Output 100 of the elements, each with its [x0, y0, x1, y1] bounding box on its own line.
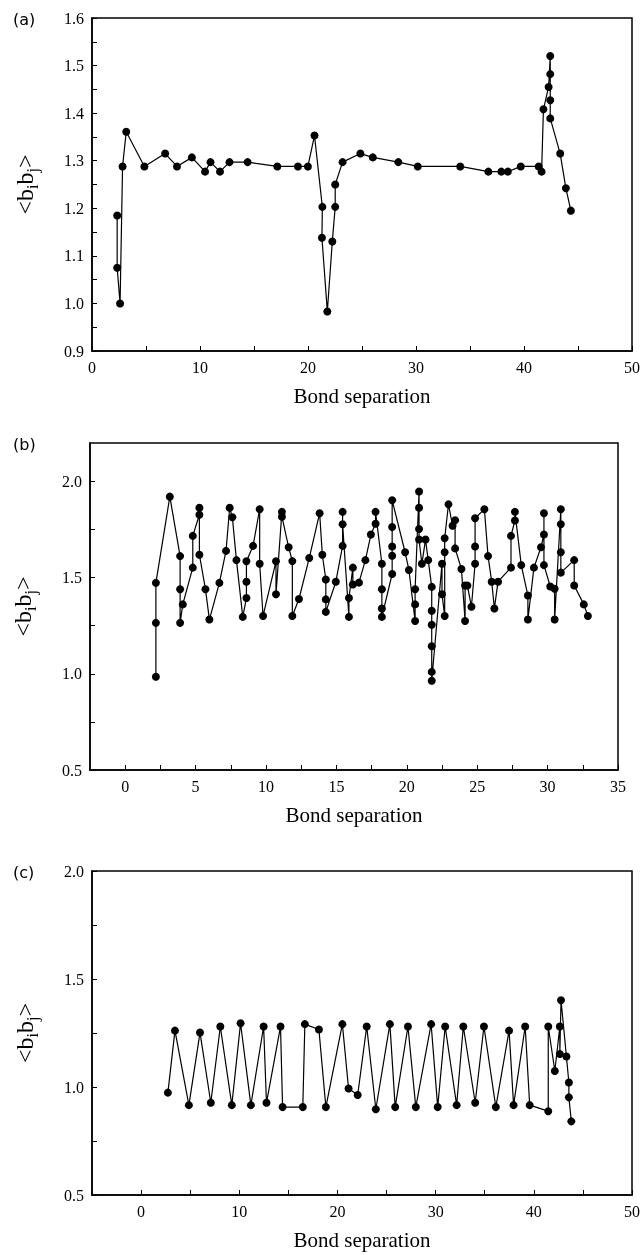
point: [427, 1020, 436, 1029]
y-tick-label: 1.3: [64, 152, 84, 170]
point: [368, 153, 377, 162]
point: [411, 1103, 420, 1112]
point: [262, 1098, 271, 1107]
chart-title: (b): [13, 434, 36, 454]
point: [140, 162, 149, 171]
x-tick-label: 40: [516, 358, 532, 376]
x-tick-label: 50: [624, 358, 640, 376]
y-axis-title: <bibj>: [10, 576, 40, 637]
point: [546, 70, 555, 79]
point: [567, 1117, 576, 1126]
x-axis-title: Bond separation: [293, 1227, 432, 1252]
y-tick-label: 1.5: [62, 569, 82, 587]
point: [216, 1022, 225, 1031]
point: [206, 1098, 215, 1107]
point: [561, 184, 570, 193]
point: [196, 1028, 204, 1037]
point: [544, 1022, 553, 1031]
point: [113, 263, 122, 272]
x-tick-label: 25: [469, 777, 486, 795]
point: [459, 1022, 468, 1031]
point: [318, 202, 327, 211]
y-axis-title: <bibj>: [12, 1003, 42, 1063]
point: [278, 1103, 287, 1112]
y-tick-label: 1.1: [64, 247, 84, 265]
y-tick-label: 0.9: [64, 342, 84, 360]
point: [537, 167, 546, 176]
point: [236, 1019, 245, 1028]
point: [118, 162, 127, 171]
point: [394, 158, 403, 167]
point: [555, 1049, 564, 1058]
y-tick-label: 2.0: [64, 862, 84, 880]
point: [539, 105, 548, 114]
point: [403, 1022, 412, 1031]
point: [187, 153, 196, 162]
point: [433, 1103, 442, 1112]
point: [566, 206, 575, 215]
x-tick-label: 40: [525, 1202, 542, 1220]
y-tick-label: 2.0: [62, 472, 82, 490]
point: [546, 52, 555, 61]
point: [503, 167, 512, 176]
y-tick-label: 0.5: [62, 761, 82, 779]
point: [201, 167, 210, 176]
point: [385, 1020, 394, 1029]
point: [484, 167, 493, 176]
x-tick-label: 35: [610, 777, 626, 795]
x-tick-label: 20: [300, 358, 316, 376]
x-tick-label: 20: [329, 1202, 346, 1220]
x-tick-label: 20: [398, 777, 415, 795]
point: [557, 996, 566, 1005]
point: [170, 1026, 179, 1035]
point: [564, 1093, 573, 1102]
point: [338, 158, 347, 167]
point: [441, 1022, 450, 1031]
point: [122, 127, 131, 136]
x-tick-label: 0: [88, 358, 96, 376]
point: [293, 162, 302, 171]
point: [471, 1098, 480, 1107]
point: [206, 158, 215, 167]
y-tick-label: 1.5: [64, 970, 84, 988]
point: [225, 158, 234, 167]
point: [215, 167, 224, 176]
point: [331, 202, 340, 211]
point: [298, 1103, 307, 1112]
point: [516, 162, 525, 171]
point: [323, 307, 332, 316]
point: [300, 1020, 309, 1029]
y-tick-label: 1.4: [64, 104, 84, 122]
point: [317, 233, 326, 242]
x-tick-label: 50: [624, 1202, 640, 1220]
point: [564, 1078, 573, 1087]
point: [491, 1103, 500, 1112]
point: [184, 1101, 193, 1110]
point: [276, 1022, 285, 1031]
chart-title: (a): [13, 9, 36, 29]
point: [556, 149, 565, 158]
point: [259, 1022, 268, 1031]
point: [456, 162, 465, 171]
point: [391, 1103, 400, 1112]
point: [173, 162, 181, 171]
point: [544, 1107, 553, 1116]
point: [371, 1105, 380, 1114]
x-tick-label: 30: [408, 358, 424, 376]
point: [227, 1101, 236, 1110]
point: [273, 162, 282, 171]
chart-title: (c): [13, 862, 35, 882]
point: [113, 211, 122, 220]
point: [550, 1067, 559, 1076]
x-tick-label: 15: [328, 777, 345, 795]
point: [310, 131, 319, 140]
x-axis-title: Bond separation: [293, 383, 432, 408]
point: [328, 237, 337, 246]
y-tick-label: 0.5: [64, 1186, 84, 1204]
point: [479, 1022, 488, 1031]
x-tick-label: 10: [258, 777, 274, 795]
point: [314, 1025, 323, 1034]
x-axis-title: Bond separation: [285, 802, 424, 827]
y-tick-label: 1.0: [64, 1078, 84, 1096]
point: [546, 114, 555, 123]
